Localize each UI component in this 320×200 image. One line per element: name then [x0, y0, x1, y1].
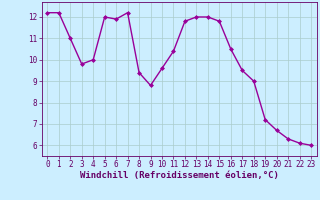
X-axis label: Windchill (Refroidissement éolien,°C): Windchill (Refroidissement éolien,°C) — [80, 171, 279, 180]
